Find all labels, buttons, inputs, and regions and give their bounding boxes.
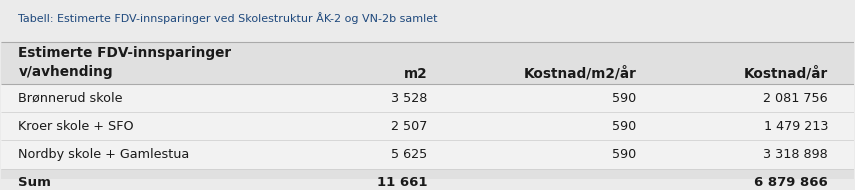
Text: Estimerte FDV-innsparinger: Estimerte FDV-innsparinger [19,46,232,60]
Bar [2,112,853,140]
Text: Nordby skole + Gamlestua: Nordby skole + Gamlestua [19,148,190,161]
Text: 5 625: 5 625 [392,148,428,161]
Text: 6 879 866: 6 879 866 [754,176,828,189]
Text: Sum: Sum [19,176,51,189]
Bar [2,169,853,190]
Text: 590: 590 [612,120,636,133]
Text: 11 661: 11 661 [377,176,428,189]
Text: Brønnerud skole: Brønnerud skole [19,92,123,105]
Text: Tabell: Estimerte FDV-innsparinger ved Skolestruktur ÅK-2 og VN-2b samlet: Tabell: Estimerte FDV-innsparinger ved S… [19,12,438,24]
Bar [2,42,853,84]
Text: 590: 590 [612,148,636,161]
Text: m2: m2 [404,67,428,81]
Bar [2,140,853,169]
Text: 3 528: 3 528 [391,92,428,105]
Text: 590: 590 [612,92,636,105]
Text: 2 081 756: 2 081 756 [764,92,828,105]
Text: v/avhending: v/avhending [19,65,113,79]
Text: 1 479 213: 1 479 213 [764,120,828,133]
Text: Kroer skole + SFO: Kroer skole + SFO [19,120,134,133]
Text: 2 507: 2 507 [391,120,428,133]
Text: 3 318 898: 3 318 898 [764,148,828,161]
Text: Kostnad/m2/år: Kostnad/m2/år [523,66,636,81]
Bar [2,84,853,112]
Text: Kostnad/år: Kostnad/år [744,66,828,81]
